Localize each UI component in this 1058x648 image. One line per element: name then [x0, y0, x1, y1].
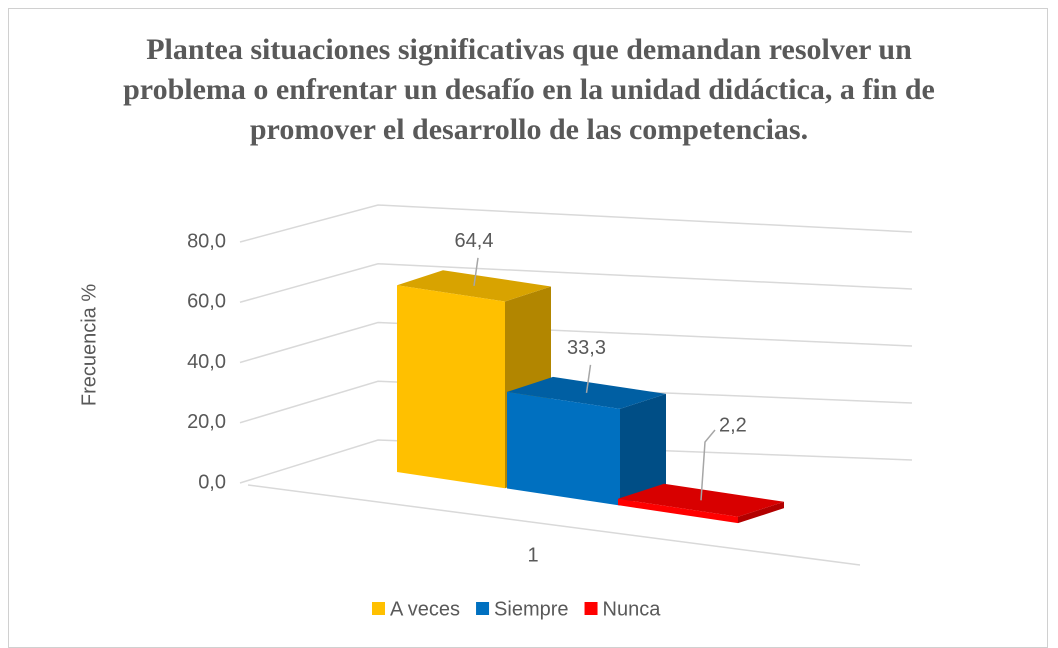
data-label: 2,2 — [719, 414, 747, 436]
grid-line — [239, 262, 913, 303]
bar — [397, 285, 505, 489]
bar-top — [618, 483, 784, 517]
legend-swatch — [476, 602, 490, 615]
legend-label: A veces — [390, 598, 460, 620]
grid-line — [239, 204, 913, 243]
floor-edge — [247, 484, 861, 566]
leader-line — [585, 364, 592, 394]
y-tick-label: 0,0 — [198, 471, 226, 493]
bar-side — [738, 501, 784, 524]
legend-label: Siempre — [494, 598, 568, 620]
bar-side — [620, 393, 666, 506]
grid-line — [239, 321, 913, 364]
bar — [507, 391, 620, 506]
data-label: 33,3 — [567, 337, 606, 359]
data-label: 64,4 — [455, 230, 494, 252]
y-tick-label: 80,0 — [187, 230, 226, 252]
leader-line — [473, 257, 479, 286]
legend-swatch — [372, 602, 385, 615]
grid-line — [239, 439, 913, 484]
x-tick-label: 1 — [527, 544, 538, 566]
leader-line — [700, 429, 716, 501]
y-tick-label: 60,0 — [187, 291, 226, 313]
grid-line — [239, 380, 913, 424]
bar — [618, 498, 738, 524]
y-axis-label: Frecuencia % — [78, 284, 100, 406]
y-tick-label: 20,0 — [187, 411, 226, 433]
legend-swatch — [584, 602, 598, 615]
chart-title: Plantea situaciones significativas que d… — [123, 33, 935, 146]
legend-label: Nunca — [603, 598, 662, 620]
y-tick-label: 40,0 — [187, 351, 226, 373]
